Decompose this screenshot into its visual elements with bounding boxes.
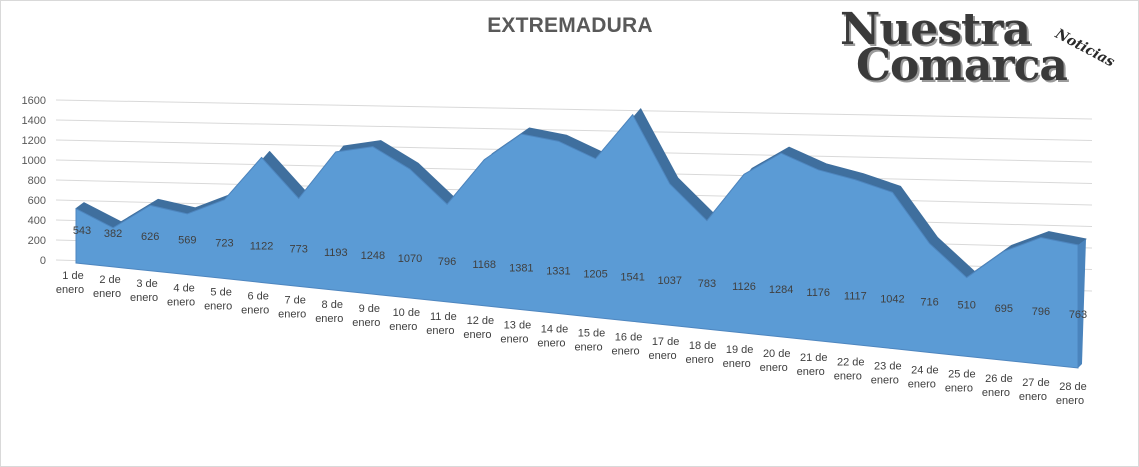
gridline — [55, 119, 1093, 141]
x-tick-label: 1 de enero — [56, 270, 84, 296]
x-tick-label: 22 de enero — [834, 356, 865, 382]
data-label: 1193 — [324, 247, 348, 259]
x-tick-label: 14 de enero — [537, 323, 568, 349]
x-tick-label: 3 de enero — [130, 278, 158, 304]
x-tick-label: 25 de enero — [945, 369, 976, 395]
area-side-face — [1078, 238, 1086, 368]
data-label: 773 — [289, 244, 307, 256]
data-label: 716 — [920, 297, 938, 309]
data-label: 1248 — [361, 250, 385, 262]
x-tick-label: 8 de enero — [315, 299, 343, 325]
data-label: 796 — [1032, 306, 1050, 318]
x-tick-label: 13 de enero — [500, 319, 531, 345]
x-tick-label: 9 de enero — [352, 303, 380, 329]
data-labels: 543 382 626 569 723 1122 773 1193 1248 1070 796 116… — [73, 225, 1087, 321]
data-label: 723 — [215, 237, 233, 249]
x-tick-label: 21 de enero — [797, 352, 828, 378]
x-tick-label: 27 de enero — [1019, 377, 1050, 403]
y-tick-label: 1200 — [22, 135, 46, 147]
data-label: 1381 — [509, 262, 533, 274]
y-tick-label: 400 — [28, 215, 46, 227]
x-tick-label: 6 de enero — [241, 291, 269, 317]
x-axis-labels: 1 de enero 2 de enero 3 de enero 4 de enero 5 de… — [56, 270, 1087, 407]
y-tick-label: 200 — [28, 235, 46, 247]
data-label: 1070 — [398, 253, 422, 265]
data-label: 695 — [995, 303, 1013, 315]
chart-title: EXTREMADURA — [487, 14, 653, 37]
logo-word-1: Nuestra — [840, 4, 1031, 55]
data-label: 796 — [438, 256, 456, 268]
y-tick-label: 1400 — [22, 115, 46, 127]
data-label: 1117 — [844, 290, 867, 302]
data-label: 1037 — [658, 275, 682, 287]
x-tick-label: 5 de enero — [204, 286, 232, 312]
data-label: 783 — [698, 278, 716, 290]
x-tick-label: 24 de enero — [908, 365, 939, 391]
data-label: 763 — [1069, 309, 1087, 321]
gridline — [55, 99, 1093, 120]
data-label: 1284 — [769, 284, 793, 296]
x-tick-label: 10 de enero — [389, 307, 420, 333]
data-label: 1042 — [880, 293, 904, 305]
y-tick-label: 0 — [40, 255, 46, 267]
data-label: 543 — [73, 225, 91, 237]
x-tick-label: 12 de enero — [463, 315, 494, 341]
x-tick-label: 26 de enero — [982, 373, 1013, 399]
data-label: 1168 — [472, 259, 496, 271]
nuestra-comarca-logo: Nuestra Comarca Noticias — [838, 8, 1128, 88]
x-tick-label: 16 de enero — [611, 332, 642, 358]
x-tick-label: 23 de enero — [871, 360, 902, 386]
logo-word-2: Comarca — [856, 40, 1068, 91]
y-tick-label: 1600 — [22, 95, 46, 107]
data-label: 626 — [141, 231, 159, 243]
data-label: 382 — [104, 228, 122, 240]
data-label: 1126 — [732, 281, 756, 293]
x-tick-label: 28 de enero — [1056, 381, 1087, 407]
x-tick-label: 11 de enero — [426, 311, 456, 337]
y-axis-labels: 0 200 400 600 800 1000 1200 1400 1600 — [22, 95, 46, 267]
x-tick-label: 2 de enero — [93, 274, 121, 300]
data-label: 1122 — [250, 241, 274, 253]
data-area — [75, 108, 1087, 369]
x-tick-label: 18 de enero — [686, 340, 717, 366]
x-tick-label: 15 de enero — [574, 328, 605, 354]
y-tick-label: 600 — [28, 195, 46, 207]
x-tick-label: 17 de enero — [649, 336, 680, 362]
data-label: 510 — [957, 300, 975, 312]
data-label: 1541 — [620, 272, 644, 284]
x-tick-label: 4 de enero — [167, 282, 195, 308]
y-tick-label: 1000 — [22, 155, 46, 167]
x-tick-label: 19 de enero — [723, 344, 754, 370]
data-label: 569 — [178, 234, 196, 246]
data-label: 1205 — [583, 269, 607, 281]
data-label: 1331 — [546, 265, 570, 277]
x-tick-label: 20 de enero — [760, 348, 791, 374]
y-tick-label: 800 — [28, 175, 46, 187]
x-tick-label: 7 de enero — [278, 295, 306, 321]
data-label: 1176 — [806, 287, 830, 299]
